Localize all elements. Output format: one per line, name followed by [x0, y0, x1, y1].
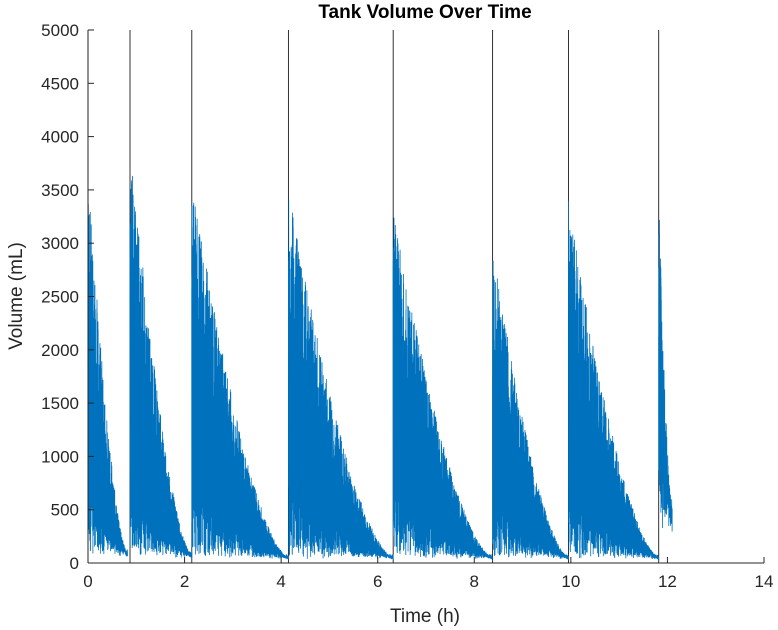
- x-tick-label: 2: [180, 572, 189, 591]
- volume-series-segment: [492, 260, 569, 560]
- x-ticks: 0 2 4 6 8 10 12 14: [83, 557, 773, 591]
- volume-series-segment: [191, 202, 289, 560]
- y-tick-label: 500: [51, 501, 79, 520]
- x-tick-label: 10: [561, 572, 580, 591]
- y-tick-label: 2000: [41, 341, 79, 360]
- y-ticks: 0 500 1000 1500 2000 2500 3000 3500 4000 4500 5000: [41, 21, 94, 573]
- y-tick-label: 3500: [41, 181, 79, 200]
- y-tick-label: 3000: [41, 234, 79, 253]
- y-tick-label: 1500: [41, 394, 79, 413]
- x-tick-label: 14: [755, 572, 774, 591]
- volume-series-segment: [392, 217, 494, 560]
- y-tick-label: 1000: [41, 447, 79, 466]
- series-group: [87, 175, 673, 560]
- y-tick-label: 0: [70, 554, 79, 573]
- chart-title: Tank Volume Over Time: [318, 2, 531, 23]
- x-tick-label: 0: [83, 572, 92, 591]
- plot-area: [87, 30, 764, 564]
- x-tick-label: 8: [470, 572, 479, 591]
- y-tick-label: 5000: [41, 21, 79, 40]
- volume-series-segment: [87, 203, 128, 557]
- y-axis-label: Volume (mL): [6, 242, 27, 350]
- x-tick-label: 12: [658, 572, 677, 591]
- volume-series-segment: [287, 199, 394, 560]
- y-tick-label: 4000: [41, 128, 79, 147]
- y-tick-label: 2500: [41, 288, 79, 307]
- volume-series-segment: [658, 219, 673, 532]
- x-axis-label: Time (h): [390, 606, 460, 627]
- x-tick-label: 4: [276, 572, 285, 591]
- x-tick-label: 6: [373, 572, 382, 591]
- volume-series-segment: [568, 200, 660, 560]
- volume-series-segment: [129, 175, 193, 558]
- y-tick-label: 4500: [41, 74, 79, 93]
